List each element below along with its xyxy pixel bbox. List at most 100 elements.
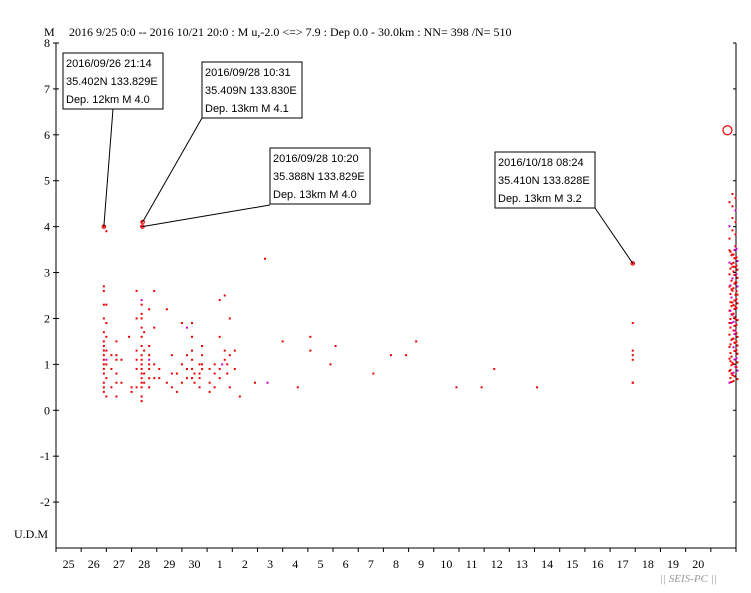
x-tick-label: 28	[138, 557, 150, 571]
quake-point-cluster	[730, 321, 733, 324]
quake-point-cluster	[736, 319, 739, 322]
quake-point-cluster	[730, 296, 733, 299]
quake-point-cluster	[735, 247, 738, 250]
quake-point-cluster	[735, 306, 738, 309]
y-tick-label: 4	[44, 220, 50, 234]
quake-point	[102, 331, 105, 334]
quake-point	[153, 289, 156, 292]
quake-point-cluster	[735, 264, 738, 267]
quake-point	[115, 354, 118, 357]
quake-point	[115, 381, 118, 384]
y-axis-label: M	[44, 25, 55, 39]
quake-point	[631, 322, 634, 325]
annotation-box	[494, 151, 596, 209]
quake-point	[198, 386, 201, 389]
quake-point-cluster	[730, 288, 733, 291]
quake-point-deep	[221, 363, 224, 366]
quake-point-cluster	[736, 369, 739, 372]
quake-point	[148, 363, 151, 366]
quake-point-cluster	[729, 326, 732, 329]
x-tick-label: 16	[591, 557, 603, 571]
quake-point	[281, 340, 284, 343]
quake-point	[102, 340, 105, 343]
quake-point	[201, 354, 204, 357]
quake-point-cluster	[732, 270, 735, 273]
quake-point-cluster	[735, 273, 738, 276]
quake-point	[201, 363, 204, 366]
quake-point-cluster	[730, 262, 733, 265]
quake-point	[140, 317, 143, 320]
quake-point	[105, 363, 108, 366]
quake-point	[193, 372, 196, 375]
annotated-event-marker	[630, 261, 636, 266]
quake-point-deep	[185, 326, 188, 329]
quake-point-cluster	[729, 377, 732, 380]
quake-point	[389, 354, 392, 357]
quake-point	[180, 322, 183, 325]
quake-point	[233, 349, 236, 352]
quake-point	[115, 395, 118, 398]
quake-point	[115, 372, 118, 375]
quake-point-cluster	[735, 366, 738, 369]
quake-point	[218, 335, 221, 338]
quake-point-cluster	[731, 265, 734, 268]
quake-point	[309, 335, 312, 338]
quake-point-cluster	[734, 317, 737, 320]
annotation-text: Dep. 13km M 4.0	[273, 189, 357, 201]
quake-point-cluster	[732, 346, 735, 349]
quake-point	[218, 377, 221, 380]
earthquake-points	[101, 125, 739, 403]
quake-point	[631, 349, 634, 352]
quake-point	[105, 377, 108, 380]
quake-point-cluster	[728, 370, 731, 373]
x-tick-label: 25	[63, 557, 75, 571]
quake-point-cluster	[733, 265, 736, 268]
quake-point	[329, 363, 332, 366]
quake-point-cluster	[728, 285, 731, 288]
quake-point	[135, 289, 138, 292]
quake-point	[102, 349, 105, 352]
quake-point	[135, 367, 138, 370]
annotation-leader-line	[142, 117, 203, 223]
annotation-text: 2016/09/28 10:31	[205, 67, 291, 79]
quake-point	[153, 326, 156, 329]
quake-point	[213, 372, 216, 375]
x-tick-label: 17	[617, 557, 629, 571]
quake-point-cluster	[731, 193, 734, 196]
annotation-leader-line	[142, 204, 271, 228]
quake-point	[110, 367, 113, 370]
quake-point-cluster	[734, 197, 737, 200]
annotation-text: 35.402N 133.829E	[66, 76, 158, 88]
quake-point-cluster	[731, 217, 734, 220]
quake-point	[191, 322, 193, 325]
quake-point-cluster	[736, 285, 739, 288]
quake-point	[296, 386, 299, 389]
quake-point	[148, 377, 151, 380]
y-tick-label: 5	[44, 174, 50, 188]
quake-point-cluster	[736, 268, 739, 271]
quake-point	[223, 349, 226, 352]
y-tick-label: 3	[44, 266, 50, 280]
quake-point	[185, 377, 188, 380]
quake-point	[143, 331, 146, 334]
quake-point	[102, 358, 105, 361]
quake-point-cluster	[735, 298, 738, 301]
quake-point-cluster	[731, 205, 734, 208]
quake-point-cluster	[732, 379, 735, 382]
quake-point	[185, 354, 188, 357]
quake-point-cluster	[734, 281, 737, 284]
quake-point-cluster	[730, 381, 733, 384]
quake-point	[213, 386, 216, 389]
annotation-text: 35.410N 133.828E	[498, 175, 590, 187]
quake-point-cluster	[732, 287, 735, 290]
quake-point-cluster	[731, 374, 734, 377]
quake-point	[226, 363, 229, 366]
y-tick-label: 6	[44, 128, 50, 142]
x-tick-label: 29	[163, 557, 175, 571]
quake-point	[228, 317, 231, 320]
quake-point	[110, 354, 113, 357]
quake-point	[455, 386, 458, 389]
quake-point	[193, 381, 196, 384]
x-tick-label: 30	[189, 557, 201, 571]
quake-point-cluster	[729, 267, 732, 270]
